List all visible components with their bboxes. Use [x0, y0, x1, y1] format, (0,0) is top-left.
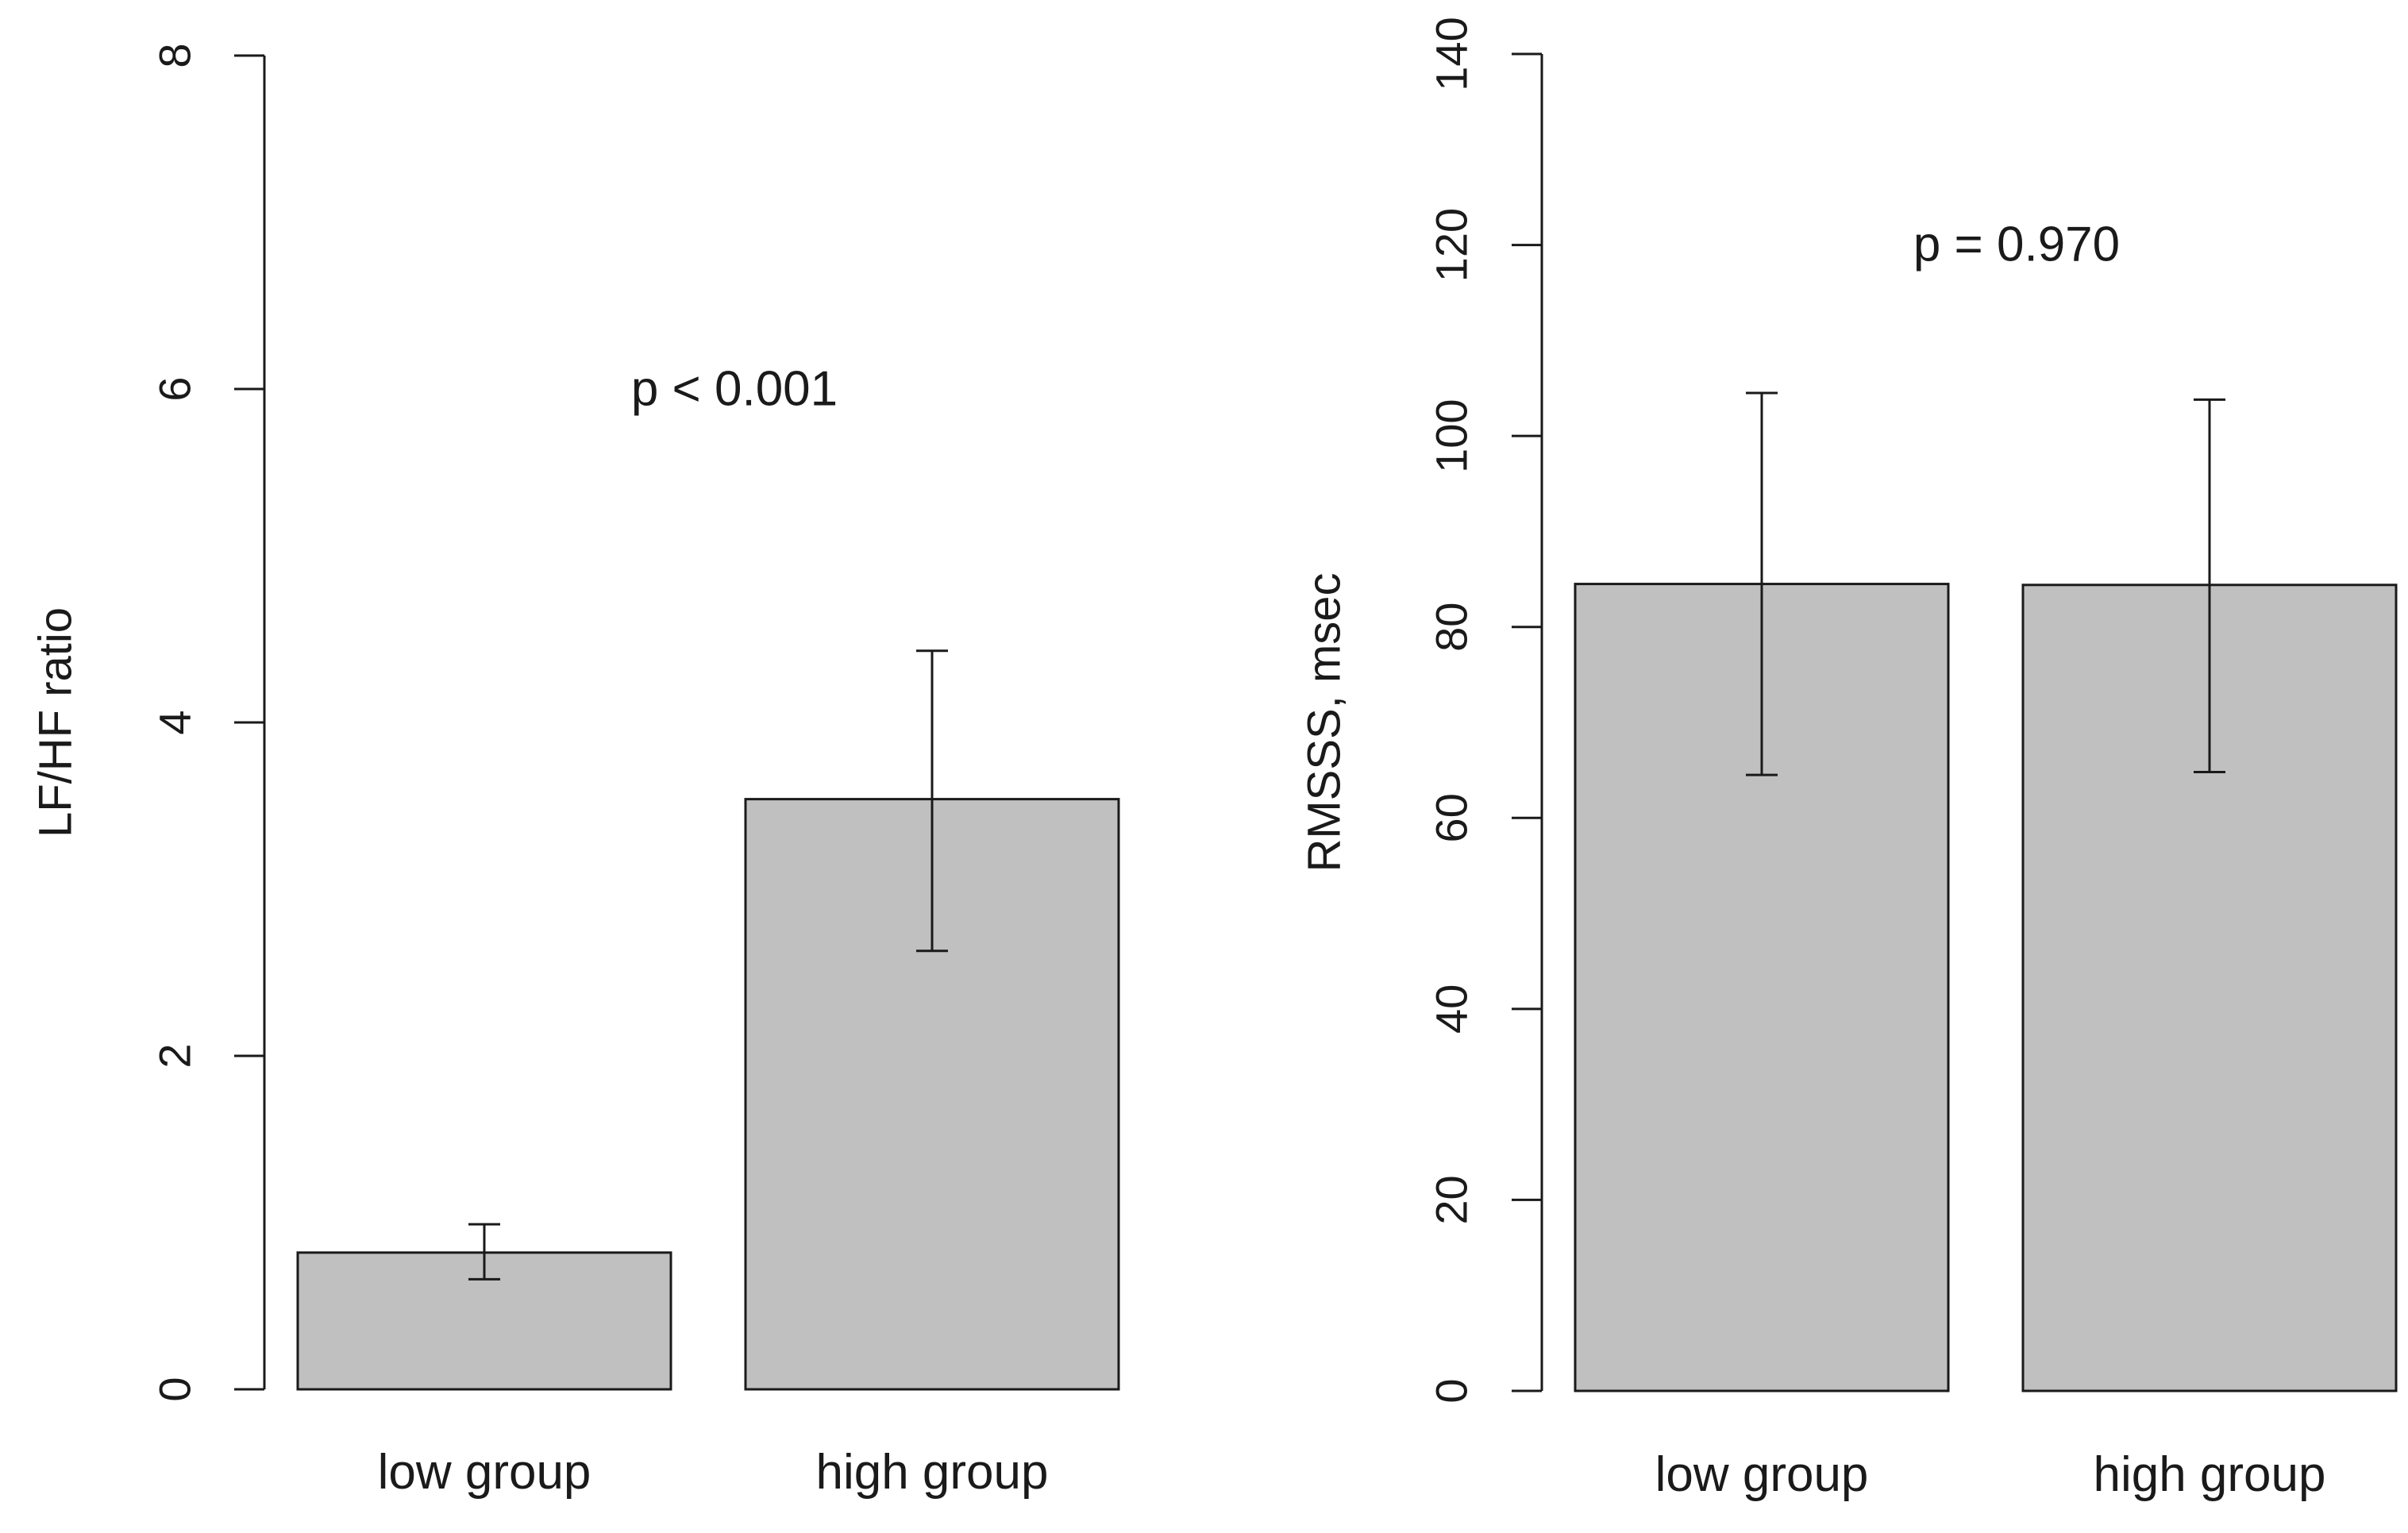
error-bar — [916, 649, 948, 953]
y-tick-label: 60 — [1427, 793, 1477, 842]
chart-lf-hf-ratio: 0 2 4 6 8 LF/HF ratio low group high group p < 0… — [30, 43, 1120, 1500]
x-category-label: low group — [1655, 1447, 1869, 1502]
x-category-label: high group — [2093, 1447, 2325, 1502]
y-tick-label: 120 — [1427, 208, 1477, 282]
y-tick-label: 0 — [1427, 1378, 1477, 1403]
chart-rmsss: 0 20 40 60 80 100 120 140 RMSSS, msec low group hi… — [1299, 17, 2398, 1502]
y-tick-label: 140 — [1427, 17, 1477, 91]
y-axis-title: RMSSS, msec — [1299, 572, 1350, 872]
y-tick-label: 6 — [150, 376, 200, 401]
y-tick-label: 40 — [1427, 984, 1477, 1034]
x-category-label: low group — [378, 1445, 591, 1500]
y-tick-label: 4 — [150, 710, 200, 734]
y-tick-label: 20 — [1427, 1175, 1477, 1224]
x-category-label: high group — [815, 1445, 1048, 1500]
y-tick-label: 100 — [1427, 399, 1477, 472]
p-value-annotation: p < 0.001 — [631, 362, 838, 417]
y-tick-label: 8 — [150, 43, 200, 67]
y-axis-title: LF/HF ratio — [30, 607, 82, 838]
error-bar — [1746, 391, 1778, 776]
y-tick-label: 80 — [1427, 603, 1477, 652]
y-tick-label: 2 — [150, 1043, 200, 1068]
y-tick-label: 0 — [150, 1377, 200, 1401]
error-bar — [468, 1223, 500, 1281]
error-bar — [2194, 398, 2225, 774]
p-value-annotation: p = 0.970 — [1913, 218, 2120, 272]
